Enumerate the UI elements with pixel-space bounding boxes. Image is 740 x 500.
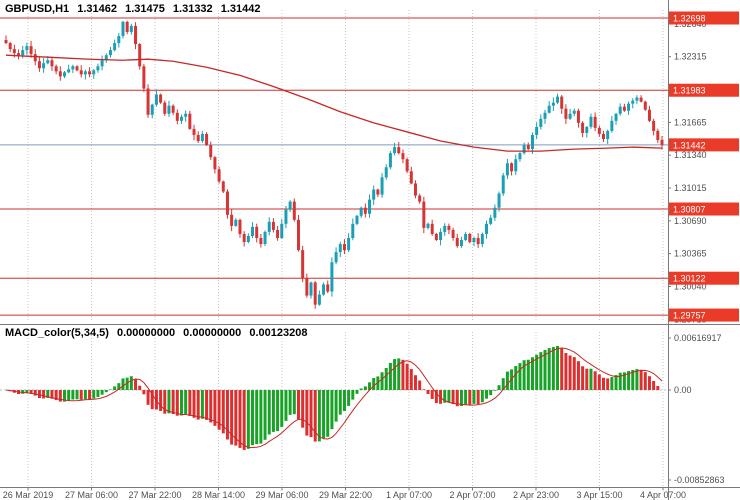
time-axis-label: 28 Mar 14:00 xyxy=(192,490,245,500)
macd-axis-max-label: 0.00616917 xyxy=(674,333,722,343)
price-level-badge xyxy=(669,271,739,285)
time-axis-label: 27 Mar 22:00 xyxy=(128,490,181,500)
price-grid-label: 1.30040 xyxy=(674,281,707,291)
candles xyxy=(4,20,664,309)
price-level-badge xyxy=(669,138,739,152)
high-value: 1.31475 xyxy=(125,3,165,15)
price-level-badge-text: 1.30807 xyxy=(673,205,706,215)
time-axis-label: 27 Mar 06:00 xyxy=(65,490,118,500)
close-value: 1.31442 xyxy=(220,3,261,15)
price-grid-label: 1.30690 xyxy=(674,216,707,226)
open-value: 1.31462 xyxy=(77,3,118,15)
time-axis-label: 26 Mar 2019 xyxy=(3,490,54,500)
price-level-badges: 1.32698 1.31983 1.30807 1.30122 1.29757 1.314… xyxy=(669,11,739,322)
price-level-badge xyxy=(669,202,739,216)
price-level-badge-text: 1.32698 xyxy=(673,14,706,24)
indicator-name-label: MACD_color(5,34,5) xyxy=(5,327,109,339)
macd-signal-line[interactable] xyxy=(5,347,663,448)
grid-lines xyxy=(27,10,664,486)
time-axis-labels: 26 Mar 2019 27 Mar 06:00 27 Mar 22:00 28 Ma… xyxy=(3,487,686,500)
price-level-badge-text: 1.30122 xyxy=(673,274,706,284)
price-level-badge-text: 1.31442 xyxy=(673,140,706,150)
time-axis-label: 29 Mar 06:00 xyxy=(255,490,308,500)
indicator-value-3: 0.00123208 xyxy=(249,327,308,339)
macd-axis-labels: 0.00616917 0.00 -0.00852863 xyxy=(668,333,725,485)
low-value: 1.31332 xyxy=(172,3,213,15)
time-axis-label: 2 Apr 23:00 xyxy=(513,490,559,500)
macd-axis-min-label: -0.00852863 xyxy=(674,475,725,485)
moving-average-line[interactable] xyxy=(5,54,663,152)
time-axis-label: 29 Mar 22:00 xyxy=(319,490,372,500)
price-level-badge xyxy=(669,11,739,25)
horizontal-level-lines[interactable] xyxy=(0,17,668,316)
price-grid-label: 1.30365 xyxy=(674,249,707,259)
price-level-badge-text: 1.31983 xyxy=(673,86,706,96)
price-grid-label: 1.32315 xyxy=(674,52,707,62)
time-axis-label: 3 Apr 15:00 xyxy=(576,490,622,500)
macd-axis-zero-label: 0.00 xyxy=(674,385,692,395)
price-grid-label: 1.31015 xyxy=(674,183,707,193)
macd-indicator-header: MACD_color(5,34,5) 0.00000000 0.00000000… xyxy=(5,327,312,339)
price-level-badge xyxy=(669,308,739,322)
chart-ohlc-header: GBPUSD,H1 1.31462 1.31475 1.31332 1.3144… xyxy=(5,3,266,15)
price-grid-label: 1.31340 xyxy=(674,150,707,160)
time-axis-label: 2 Apr 07:00 xyxy=(449,490,495,500)
macd-histogram xyxy=(8,346,660,450)
time-axis-label: 1 Apr 07:00 xyxy=(386,490,432,500)
price-level-badge xyxy=(669,83,739,97)
price-grid-label: 1.31665 xyxy=(674,117,707,127)
price-level-badge-text: 1.29757 xyxy=(673,311,706,321)
symbol-timeframe-label: GBPUSD,H1 xyxy=(5,3,70,15)
indicator-value-2: 0.00000000 xyxy=(183,327,242,339)
time-axis-label: 4 Apr 07:00 xyxy=(640,490,686,500)
indicator-value-1: 0.00000000 xyxy=(116,327,176,339)
